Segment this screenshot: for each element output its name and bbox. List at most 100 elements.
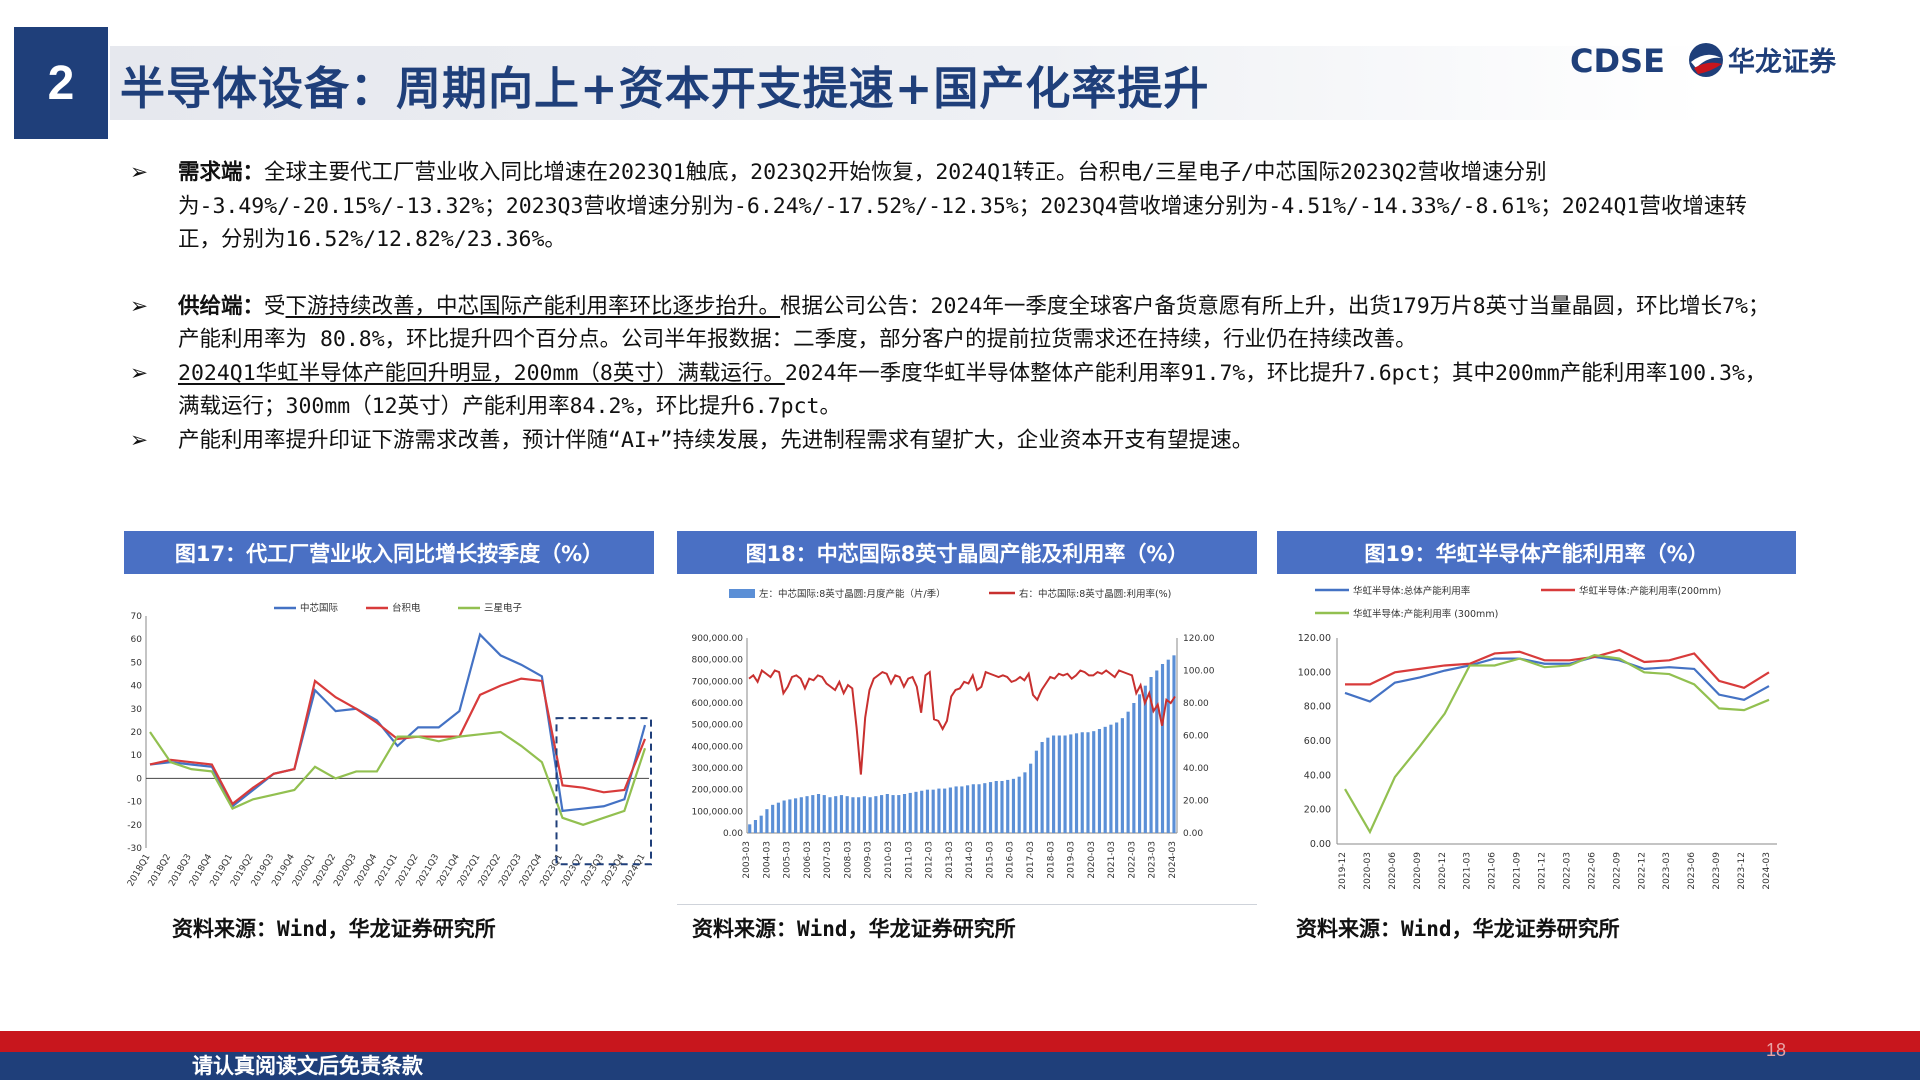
bullet-list: ➢ 需求端：全球主要代工厂营业收入同比增速在2023Q1触底，2023Q2开始恢…: [130, 156, 1780, 457]
figure-18-title: 图18：中芯国际8英寸晶圆产能及利用率（%）: [677, 531, 1257, 574]
capacity-bar: [1109, 724, 1113, 833]
y-right-tick-label: 80.00: [1183, 699, 1209, 709]
capacity-bar: [1132, 703, 1136, 833]
capacity-bar: [1063, 735, 1067, 833]
x-tick-label: 2024-03: [1762, 852, 1772, 890]
y-left-tick-label: 400,000.00: [691, 742, 743, 752]
capacity-bar: [885, 794, 889, 833]
series-line: [149, 632, 647, 813]
capacity-bar: [828, 797, 832, 833]
capacity-bar: [1092, 731, 1096, 833]
x-tick-label: 2021-06: [1488, 852, 1498, 890]
y-left-tick-label: 700,000.00: [691, 677, 743, 687]
y-left-tick-label: 200,000.00: [691, 786, 743, 796]
capacity-bar: [788, 799, 792, 833]
capacity-bar: [1006, 779, 1010, 833]
capacity-bar: [994, 781, 998, 833]
legend-label: 右：中芯国际:8英寸晶圆:利用率(%): [1019, 588, 1171, 600]
y-tick-label: -10: [127, 798, 142, 808]
capacity-bar: [816, 794, 821, 833]
y-left-tick-label: 900,000.00: [691, 634, 743, 644]
figure-19-source: 资料来源：Wind，华龙证券研究所: [1296, 917, 1620, 941]
disclaimer-link[interactable]: 请认真阅读文后免责条款: [192, 1054, 423, 1078]
y-tick-label: 0.00: [1310, 839, 1331, 850]
capacity-bar: [937, 788, 941, 833]
capacity-bar: [1086, 732, 1090, 833]
section-number: 2: [14, 27, 108, 139]
chart-smic-8inch-capacity: 900,000.00 800,000.00 700,000.00 600,000.00…: [691, 588, 1214, 879]
bullet-text: 产能利用率提升印证下游需求改善，预计伴随“AI+”持续发展，先进制程需求有望扩大…: [178, 427, 1254, 453]
logo-text-en: CDSE: [1570, 42, 1665, 80]
x-tick-label: 2017-03: [1026, 841, 1036, 879]
page-number: 18: [1766, 1040, 1787, 1060]
x-tick-label: 2023-03: [1662, 852, 1672, 890]
capacity-bar: [1069, 734, 1073, 833]
x-tick-label: 2018-03: [1046, 841, 1056, 879]
bullet-label: 需求端：: [178, 160, 265, 185]
x-tick-label: 2022-12: [1637, 852, 1647, 890]
x-tick-label: 2020-12: [1438, 852, 1448, 890]
capacity-bar: [1103, 726, 1107, 833]
capacity-bar: [1138, 694, 1142, 833]
series-line: [149, 730, 647, 826]
capacity-bar: [753, 820, 758, 833]
legend-label: 台积电: [392, 602, 421, 614]
y-tick-label: 40: [131, 682, 143, 692]
capacity-bar: [782, 800, 786, 833]
company-logo: CDSE 华龙证券: [1570, 42, 1837, 80]
capacity-bar: [857, 797, 861, 833]
capacity-bar: [1080, 732, 1084, 833]
y-tick-label: 120.00: [1298, 633, 1331, 644]
y-left-tick-label: 0.00: [723, 829, 743, 839]
capacity-bar: [1017, 776, 1021, 833]
x-tick-label: 2023-03: [1148, 841, 1158, 879]
x-tick-label: 2019-12: [1338, 852, 1348, 890]
footer-red-band: [0, 1031, 1920, 1052]
x-tick-label: 2019-03: [1067, 841, 1077, 879]
y-tick-label: -20: [127, 821, 142, 831]
figure-17-source: 资料来源：Wind，华龙证券研究所: [172, 917, 496, 941]
capacity-bar: [971, 784, 975, 833]
capacity-bar: [748, 824, 752, 833]
x-tick-label: 2009-03: [864, 841, 874, 879]
capacity-bar: [868, 797, 872, 833]
capacity-bar: [839, 795, 844, 833]
capacity-bar: [771, 804, 775, 833]
legend-label: 华虹半导体:总体产能利用率: [1353, 585, 1471, 597]
capacity-bar: [851, 797, 855, 833]
capacity-bar: [1120, 718, 1124, 833]
y-tick-label: 50: [131, 658, 143, 668]
x-tick-label: 2021-12: [1538, 852, 1548, 890]
capacity-bar: [1172, 655, 1176, 833]
capacity-bar: [759, 815, 763, 833]
y-tick-label: 10: [131, 751, 143, 761]
x-tick-label: 2024-03: [1168, 841, 1178, 879]
bullet-underlined: 下游持续改善，中芯国际产能利用率环比逐步抬升。: [285, 293, 781, 319]
legend-label: 左：中芯国际:8英寸晶圆:月度产能（片/季）: [759, 588, 946, 600]
capacity-bar: [977, 784, 981, 833]
capacity-bar: [845, 796, 849, 833]
legend-swatch-bar: [729, 589, 755, 598]
x-tick-label: 2022-03: [1127, 841, 1137, 879]
legend-label: 华虹半导体:产能利用率(200mm): [1579, 585, 1721, 597]
capacity-bar: [891, 795, 895, 833]
highlight-box: [555, 717, 652, 866]
footer-blue-band: [0, 1052, 1920, 1080]
y-left-tick-label: 800,000.00: [691, 656, 743, 666]
capacity-bar: [1040, 742, 1044, 833]
capacity-bar: [954, 786, 958, 833]
y-tick-label: 80.00: [1304, 702, 1331, 713]
x-tick-label: 2010-03: [884, 841, 894, 879]
capacity-bar: [1143, 685, 1147, 833]
figure-19-title: 图19：华虹半导体产能利用率（%）: [1277, 531, 1796, 574]
capacity-bar: [914, 791, 918, 833]
capacity-bar: [948, 787, 952, 833]
y-tick-label: 0: [136, 774, 142, 784]
arrow-bullet-icon: ➢: [130, 160, 149, 185]
capacity-bar: [983, 783, 987, 833]
x-tick-label: 2023-12: [1737, 852, 1747, 890]
arrow-bullet-icon: ➢: [130, 360, 149, 386]
y-tick-label: 30: [131, 705, 143, 715]
capacity-bar: [794, 798, 798, 833]
x-tick-label: 2003-03: [742, 841, 752, 879]
